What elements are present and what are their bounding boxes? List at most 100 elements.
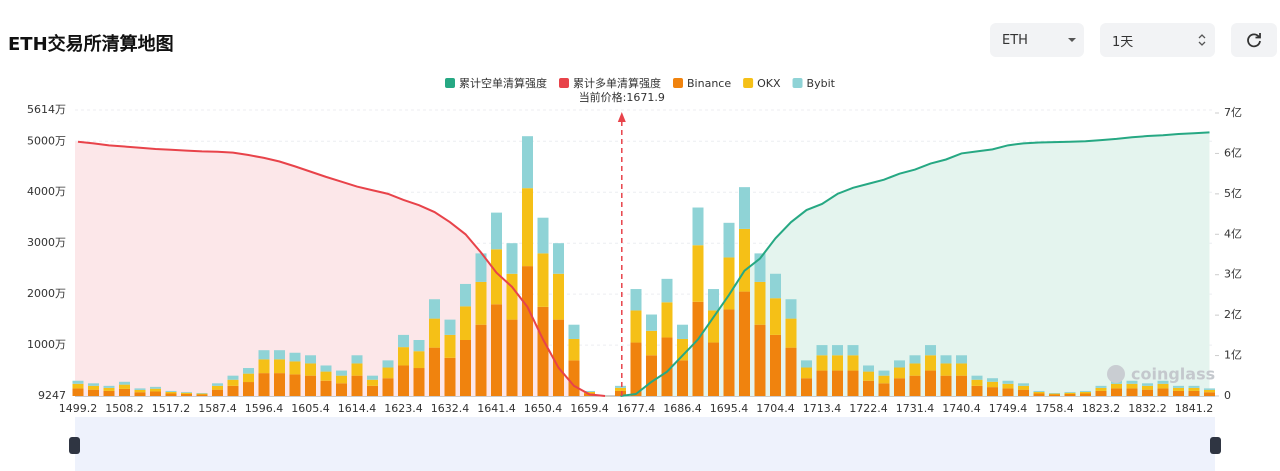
bar [475, 324, 487, 396]
bar [925, 345, 936, 356]
bar [847, 355, 859, 371]
bar [1126, 383, 1138, 389]
bar [940, 355, 952, 364]
bar [1188, 390, 1200, 396]
bar [88, 383, 99, 386]
line [620, 131, 1210, 397]
bar [258, 350, 270, 360]
bar [754, 253, 766, 282]
bar [1188, 387, 1200, 391]
period-value: 1天 [1112, 34, 1134, 50]
x-tick-label: 1841.2 [1175, 402, 1214, 415]
refresh-button[interactable] [1231, 23, 1277, 57]
bar [785, 347, 797, 396]
bar [103, 385, 115, 388]
bar [956, 375, 967, 396]
bar [1126, 388, 1138, 396]
bar [723, 222, 735, 258]
bar [615, 385, 626, 388]
bar [1204, 389, 1215, 393]
bar [553, 319, 564, 396]
bar [832, 345, 843, 356]
zoom-slider[interactable] [75, 417, 1215, 471]
x-tick-label: 1749.4 [989, 402, 1028, 415]
bar [1064, 394, 1076, 396]
x-tick-label: 1832.2 [1128, 402, 1167, 415]
bar [1095, 387, 1107, 391]
bar [956, 363, 967, 376]
bar [367, 375, 378, 380]
bar [1080, 393, 1091, 396]
bar [770, 334, 781, 396]
x-tick-label: 1614.4 [338, 402, 377, 415]
x-tick-label: 1517.2 [152, 402, 191, 415]
bar [274, 350, 285, 360]
bar [568, 324, 580, 339]
legend-label: 累计多单清算强度 [573, 76, 661, 90]
bar [1142, 389, 1153, 396]
bar [289, 361, 301, 375]
bar [119, 388, 130, 396]
bar [1049, 393, 1060, 395]
zoom-handle[interactable] [69, 437, 80, 454]
bar [863, 371, 874, 381]
bar [692, 245, 704, 302]
bar [119, 381, 130, 385]
bar [72, 383, 84, 389]
bar [305, 375, 316, 396]
y-tick-label: 5614万 [27, 103, 66, 116]
bar [816, 370, 828, 396]
bar [630, 342, 642, 396]
bar [491, 249, 502, 305]
y-tick-label: 4000万 [27, 185, 66, 198]
bar [460, 339, 471, 396]
y2-tick-label: 0 [1224, 389, 1231, 402]
bar [661, 337, 673, 396]
page-title: ETH交易所清算地图 [8, 34, 174, 55]
bar [584, 391, 595, 394]
bar [754, 324, 766, 396]
bar [1204, 392, 1215, 396]
bar [987, 387, 998, 396]
bar [227, 375, 239, 380]
bar [785, 318, 797, 348]
bar [398, 365, 409, 396]
chevron [1068, 38, 1076, 42]
bar [553, 273, 564, 320]
bar [460, 306, 471, 340]
bar [1018, 385, 1029, 390]
current-price-arrow [617, 112, 626, 122]
bar [646, 330, 657, 356]
bar [382, 378, 394, 396]
bar [723, 309, 735, 396]
bar [1049, 394, 1060, 396]
bar [413, 368, 425, 396]
bar [909, 375, 921, 396]
bar [429, 318, 440, 348]
period-select[interactable]: 1天 [1100, 23, 1215, 57]
coin-select[interactable]: ETH [990, 23, 1084, 57]
bar [444, 357, 456, 396]
y-tick-label: 9247 [38, 389, 66, 402]
y-tick-label: 2000万 [27, 287, 66, 300]
bar [1095, 385, 1107, 388]
bar [413, 351, 425, 369]
bar [134, 389, 146, 393]
bar [1173, 390, 1184, 396]
y2-tick-label: 5亿 [1224, 187, 1242, 200]
bar [723, 257, 735, 310]
bar [196, 392, 208, 394]
bar [770, 273, 781, 299]
zoom-handle[interactable] [1210, 437, 1221, 454]
bar [1095, 390, 1107, 396]
bar [1033, 390, 1045, 392]
bar [1188, 385, 1200, 388]
legend-swatch [445, 78, 455, 88]
bar [1142, 383, 1153, 386]
bar [1142, 385, 1153, 390]
bar [460, 283, 471, 307]
x-tick-label: 1596.4 [245, 402, 284, 415]
bar [956, 355, 967, 364]
bar [1080, 391, 1091, 394]
x-tick-label: 1758.4 [1035, 402, 1074, 415]
